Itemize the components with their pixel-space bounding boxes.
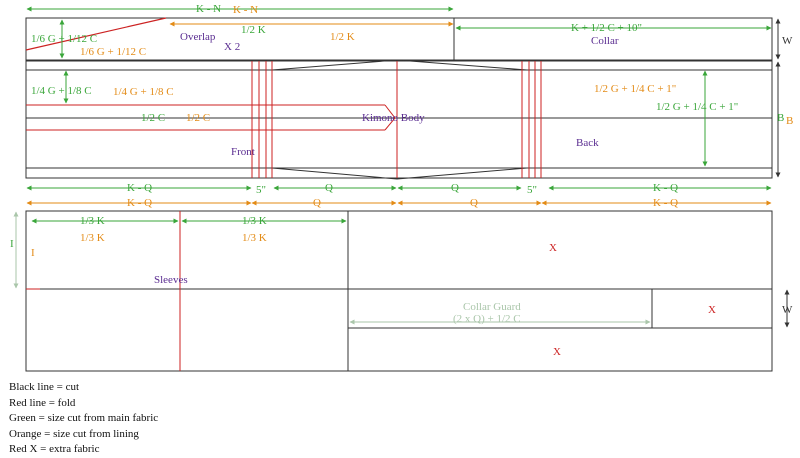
x2-label: X 2 — [224, 41, 240, 53]
kimono-body-label: Kimono Body — [362, 112, 425, 124]
half-k-orange-label: 1/2 K — [330, 31, 355, 43]
q-green-2-label: Q — [451, 182, 459, 194]
q-orange-1-label: Q — [313, 197, 321, 209]
quarter-g-green-label: 1/4 G + 1/8 C — [31, 85, 92, 97]
third-k-orange-1-label: 1/3 K — [80, 232, 105, 244]
sleeves-collar-guard-panel — [25, 210, 773, 372]
x-top-label: X — [549, 242, 557, 254]
q-green-1-label: Q — [325, 182, 333, 194]
k-n-orange-label: K - N — [233, 4, 258, 16]
overlap-fold-diagonal — [25, 17, 167, 51]
half-c-green-label: 1/2 C — [141, 112, 165, 124]
legend-item: Red line = fold — [9, 396, 76, 409]
w-top-label: W — [782, 35, 793, 47]
front-label: Front — [231, 146, 255, 158]
w-bottom-label: W — [782, 304, 793, 316]
half-k-green-label: 1/2 K — [241, 24, 266, 36]
legend-item: Black line = cut — [9, 381, 80, 393]
collar-guard-dim-label: (2 x Q) + 1/2 C — [453, 313, 521, 325]
sixth-g-orange-label: 1/6 G + 1/12 C — [80, 46, 146, 58]
kq-right-orange-label: K - Q — [653, 197, 678, 209]
third-k-green-2-label: 1/3 K — [242, 215, 267, 227]
i-green-label: I — [10, 238, 14, 250]
b-green-label: B — [777, 112, 784, 124]
third-k-orange-2-label: 1/3 K — [242, 232, 267, 244]
collar-dim-label: K + 1/2 C + 10" — [571, 22, 642, 34]
half-g-green-label: 1/2 G + 1/4 C + 1" — [656, 101, 738, 113]
back-label: Back — [576, 137, 599, 149]
sleeves-label: Sleeves — [154, 274, 188, 286]
x-right-label: X — [708, 304, 716, 316]
i-orange-label: I — [31, 247, 35, 259]
kimono-body-panel — [25, 59, 773, 180]
kq-right-green-label: K - Q — [653, 182, 678, 194]
k-n-green-label: K - N — [196, 3, 221, 15]
overlap-label: Overlap — [180, 31, 216, 43]
legend-item: Green = size cut from main fabric — [9, 412, 159, 425]
third-k-green-1-label: 1/3 K — [80, 215, 105, 227]
kq-left-orange-label: K - Q — [127, 197, 152, 209]
legend: Black line = cut Red line = fold Green =… — [9, 380, 158, 458]
legend-item: Red X = extra fabric — [9, 443, 100, 456]
sixth-g-green-label: 1/6 G + 1/12 C — [31, 33, 97, 45]
legend-item: Orange = size cut from lining — [9, 427, 139, 440]
q-orange-2-label: Q — [470, 197, 478, 209]
x-bottom-label: X — [553, 346, 561, 358]
five-in-right-label: 5" — [527, 184, 537, 196]
kq-left-green-label: K - Q — [127, 182, 152, 194]
collar-label: Collar — [591, 35, 619, 47]
quarter-g-orange-label: 1/4 G + 1/8 C — [113, 86, 174, 98]
collar-guard-label: Collar Guard — [463, 301, 521, 313]
half-c-orange-label: 1/2 C — [186, 112, 210, 124]
b-orange-label: B — [786, 115, 793, 127]
half-g-orange-label: 1/2 G + 1/4 C + 1" — [594, 83, 676, 95]
five-in-left-label: 5" — [256, 184, 266, 196]
